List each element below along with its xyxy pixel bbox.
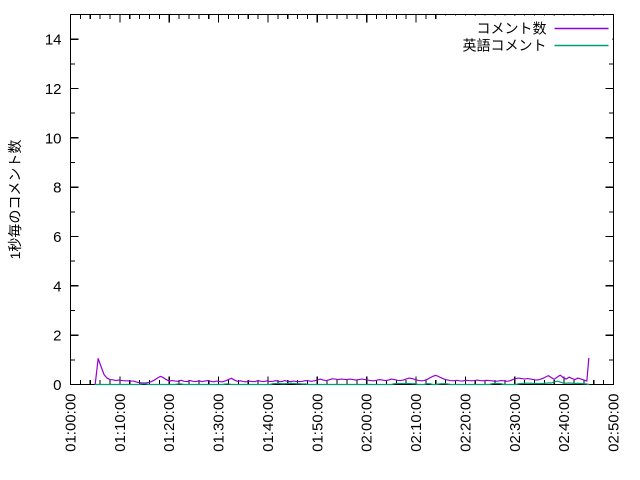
x-tick-label: 02:30:00 <box>507 394 524 452</box>
series-line-0 <box>94 357 590 386</box>
x-tick-label: 01:30:00 <box>211 394 228 452</box>
x-tick-label: 01:50:00 <box>309 394 326 452</box>
series-layer <box>94 357 590 386</box>
y-axis-label: 1秒毎のコメント数 <box>7 140 23 260</box>
legend-background <box>436 15 613 50</box>
x-tick-label: 01:00:00 <box>63 394 80 452</box>
y-tick-label: 10 <box>45 130 62 147</box>
y-tick-label: 6 <box>53 229 61 246</box>
x-tick-label: 02:50:00 <box>606 394 623 452</box>
legend-label-0: コメント数 <box>477 21 547 37</box>
y-axis-title: 1秒毎のコメント数 <box>7 140 23 260</box>
x-tick-label: 01:20:00 <box>161 394 178 452</box>
x-tick-label: 02:00:00 <box>359 394 376 452</box>
x-tick-label: 01:40:00 <box>260 394 277 452</box>
series-line-1 <box>94 380 590 386</box>
y-tick-label: 12 <box>45 81 62 98</box>
y-tick-label: 2 <box>53 328 61 345</box>
y-axis-ticks: 0 2 4 6 8 10 12 14 <box>45 13 614 394</box>
y-tick-label: 4 <box>53 278 61 295</box>
x-tick-label: 01:10:00 <box>112 394 129 452</box>
x-tick-label: 02:10:00 <box>408 394 425 452</box>
y-tick-label: 14 <box>45 32 62 49</box>
y-tick-label: 8 <box>53 180 61 197</box>
x-tick-label: 02:20:00 <box>457 394 474 452</box>
y-tick-label: 0 <box>53 377 61 394</box>
legend-label-1: 英語コメント <box>463 38 547 54</box>
plot-frame <box>69 13 615 386</box>
x-axis-ticks: 01:00:00 01:10:00 01:20:00 01:30:00 01:40:00… <box>63 14 623 452</box>
x-tick-label: 02:40:00 <box>556 394 573 452</box>
